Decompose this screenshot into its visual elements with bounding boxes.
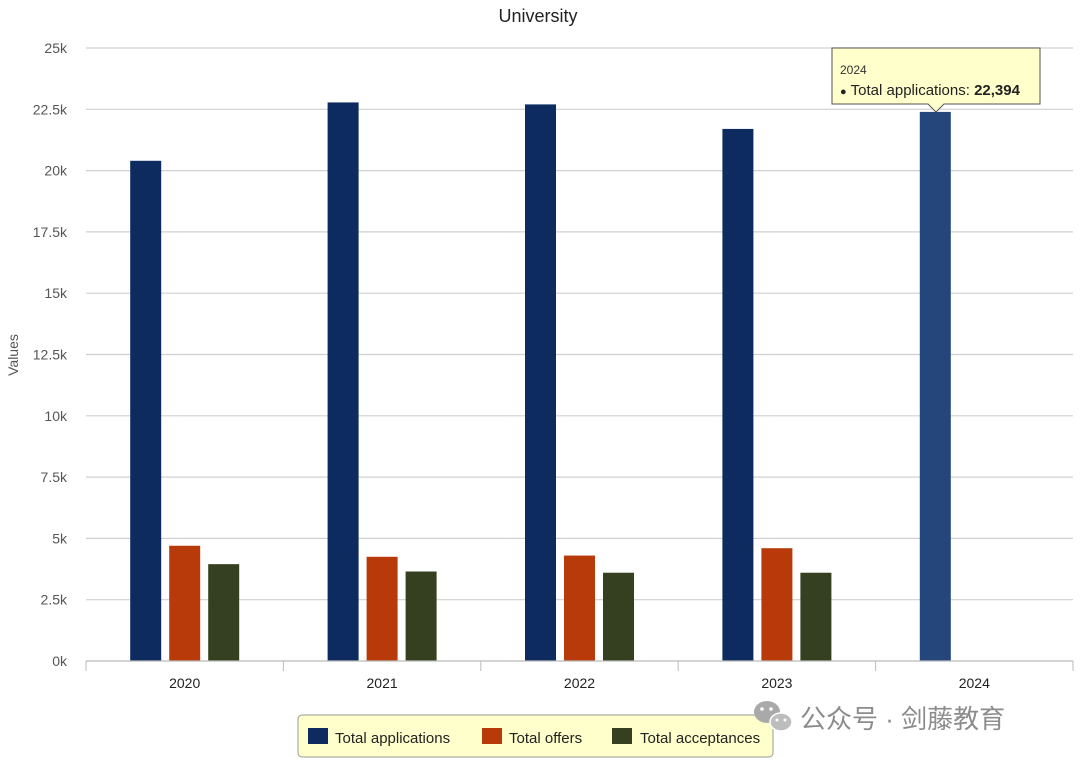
tooltip-box — [831, 47, 1041, 113]
y-tick-label: 22.5k — [33, 101, 68, 117]
y-tick-label: 2.5k — [41, 592, 68, 608]
tooltip: 2024 ● Total applications: 22,394 — [831, 47, 1041, 113]
legend-item-acceptances[interactable]: Total acceptances — [612, 728, 760, 747]
y-tick-label: 0k — [52, 653, 68, 669]
tooltip-header: 2024 — [840, 63, 867, 77]
tooltip-value: 22,394 — [974, 82, 1021, 99]
bar-total-acceptances-2023[interactable] — [800, 572, 832, 661]
watermark-text: 公众号 · 剑藤教育 — [800, 704, 1005, 734]
legend-swatch — [308, 728, 328, 744]
y-tick-label: 10k — [44, 408, 68, 424]
bar-total-applications-2022[interactable] — [525, 104, 556, 661]
legend-label: Total acceptances — [640, 730, 760, 747]
legend-item-applications[interactable]: Total applications — [308, 728, 450, 747]
legend-item-offers[interactable]: Total offers — [482, 728, 582, 747]
bar-total-offers-2022[interactable] — [564, 555, 595, 661]
y-tick-label: 20k — [44, 163, 68, 179]
legend-label: Total offers — [509, 730, 582, 747]
legend-swatch — [482, 728, 502, 744]
legend: Total applications Total offers Total ac… — [297, 714, 774, 758]
bar-total-applications-2021[interactable] — [327, 102, 359, 662]
wechat-icon — [754, 701, 793, 732]
y-tick-label: 7.5k — [41, 469, 68, 485]
bar-total-applications-2023[interactable] — [722, 128, 754, 661]
chart-title: University — [498, 6, 577, 26]
tooltip-body: ● Total applications: 22,394 — [840, 82, 1021, 99]
bar-total-applications-2024[interactable] — [919, 111, 951, 662]
y-tick-label: 17.5k — [33, 224, 68, 240]
bar-total-applications-2020[interactable] — [130, 160, 162, 662]
y-tick-label: 12.5k — [33, 347, 68, 363]
x-tick-label: 2020 — [169, 675, 200, 691]
legend-label: Total applications — [335, 730, 450, 747]
bar-total-offers-2021[interactable] — [366, 556, 398, 661]
x-axis — [85, 660, 1074, 671]
x-axis-labels: 2020 2021 2022 2023 2024 — [169, 675, 990, 691]
tooltip-series-label: Total applications: — [851, 82, 974, 99]
watermark: 公众号 · 剑藤教育 — [754, 701, 1005, 734]
bar-total-acceptances-2020[interactable] — [208, 564, 240, 661]
bar-total-offers-2023[interactable] — [761, 548, 793, 661]
x-tick-label: 2024 — [959, 675, 990, 691]
legend-box — [297, 714, 774, 758]
y-tick-label: 25k — [44, 40, 68, 56]
x-tick-label: 2021 — [367, 675, 398, 691]
tooltip-bullet: ● — [840, 86, 847, 98]
x-tick-label: 2023 — [761, 675, 792, 691]
y-axis-title: Values — [5, 334, 21, 376]
y-tick-label: 15k — [44, 285, 68, 301]
legend-swatch — [612, 728, 632, 744]
bars — [130, 102, 951, 662]
y-axis-ticks: 0k 2.5k 5k 7.5k 10k 12.5k 15k 17.5k 20k 22.5k 25k — [33, 40, 68, 669]
bar-total-acceptances-2022[interactable] — [603, 572, 634, 661]
bar-total-acceptances-2021[interactable] — [405, 571, 437, 661]
y-tick-label: 5k — [52, 530, 68, 546]
x-tick-label: 2022 — [564, 675, 595, 691]
bar-total-offers-2020[interactable] — [169, 545, 201, 661]
